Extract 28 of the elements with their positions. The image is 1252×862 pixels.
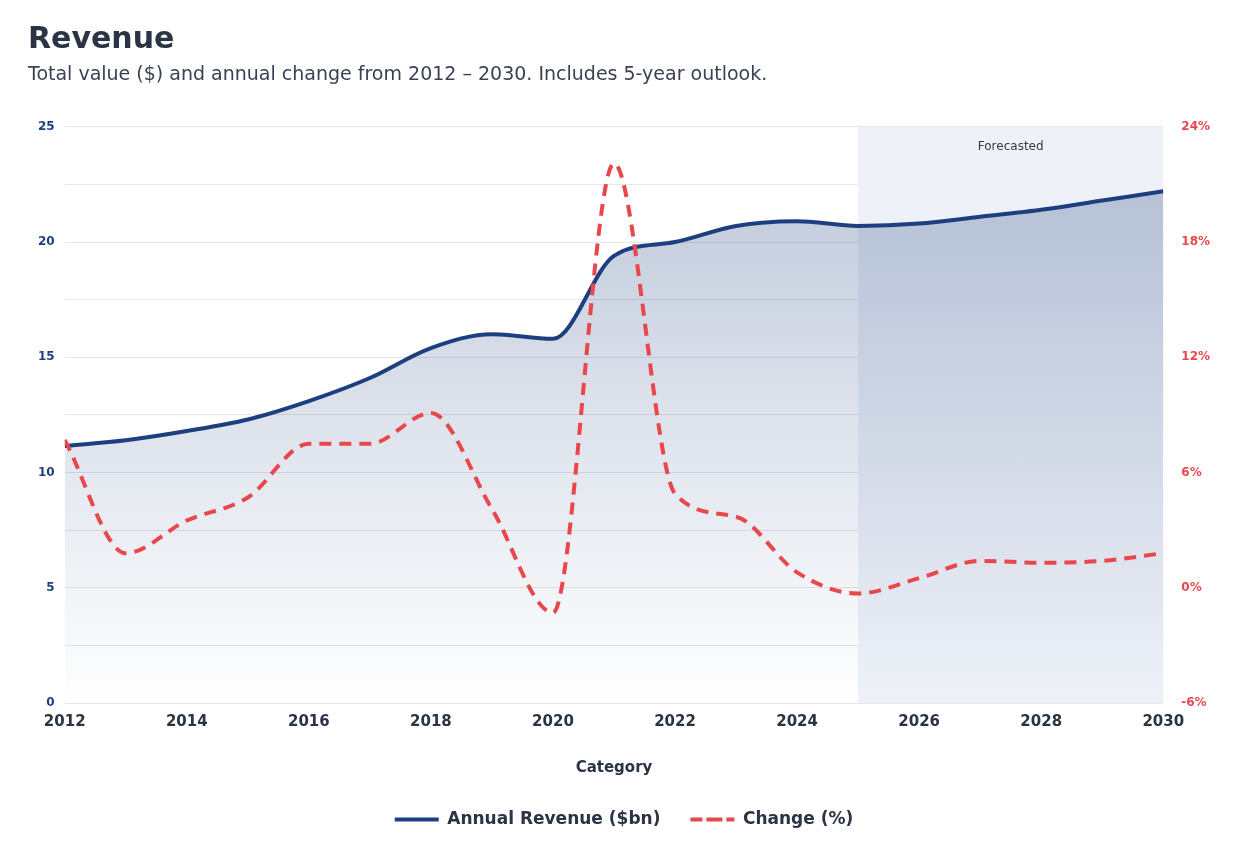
x-tick-label: 2028 — [1020, 711, 1063, 730]
x-tick-label: 2026 — [898, 711, 941, 730]
legend-label: Change (%) — [742, 807, 854, 828]
x-tick-label: 2022 — [654, 711, 696, 730]
y-tick-label: 10 — [38, 464, 55, 479]
x-tick-label: 2012 — [43, 711, 86, 730]
y-tick-label: 15 — [38, 349, 55, 364]
x-tick-label: 2020 — [532, 711, 574, 730]
y-tick-label: 5 — [46, 579, 55, 594]
y-tick-label: 20 — [38, 234, 55, 249]
y2-tick-label: -6% — [1181, 695, 1207, 710]
y2-tick-label: 18% — [1181, 234, 1211, 249]
y-tick-label: 25 — [38, 118, 55, 133]
y2-tick-label: 6% — [1181, 464, 1202, 479]
y2-tick-label: 12% — [1181, 349, 1211, 364]
x-tick-label: 2024 — [776, 711, 818, 730]
x-tick-label: 2016 — [287, 711, 330, 730]
y-tick-label: 0 — [46, 695, 55, 710]
y2-tick-label: 0% — [1181, 579, 1202, 594]
x-tick-label: 2018 — [410, 711, 452, 730]
band-label: Forecasted — [977, 138, 1044, 153]
y2-tick-label: 24% — [1181, 118, 1211, 133]
chart-subtitle: Total value ($) and annual change from 2012 – 2030. Includes 5-year outlook. — [27, 62, 768, 85]
legend-label: Annual Revenue ($bn) — [447, 807, 661, 828]
chart-title: Revenue — [28, 19, 175, 55]
x-tick-label: 2014 — [165, 711, 208, 730]
x-axis-title: Category — [575, 757, 653, 776]
x-tick-label: 2030 — [1142, 711, 1185, 730]
